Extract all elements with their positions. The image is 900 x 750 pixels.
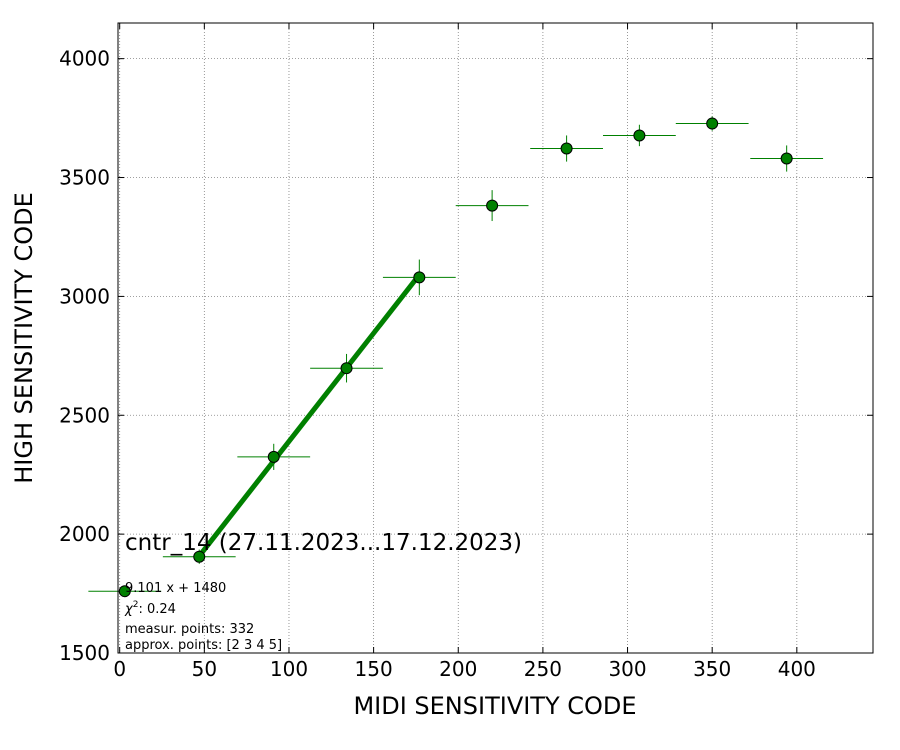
y-tick-label: 2000	[59, 522, 110, 546]
plot-background	[118, 23, 873, 653]
x-tick-label: 150	[355, 657, 393, 681]
data-point	[633, 129, 646, 142]
data-point	[560, 142, 573, 155]
data-point	[118, 585, 131, 598]
x-tick-label: 50	[192, 657, 217, 681]
x-tick-label: 250	[524, 657, 562, 681]
measur-points-text: measur. points: 332	[125, 622, 254, 637]
y-tick-label: 2500	[59, 403, 110, 427]
plot-frame	[117, 22, 874, 654]
x-tick-label: 0	[113, 657, 126, 681]
grid	[118, 23, 873, 654]
data-point	[267, 450, 280, 463]
approx-points-text: approx. points: [2 3 4 5]	[125, 638, 282, 653]
axis-ticks	[118, 23, 873, 654]
data-point	[340, 362, 353, 375]
x-tick-labels: 0 50 100 150 200 250 300 350 400	[113, 657, 816, 681]
x-tick-label: 200	[439, 657, 477, 681]
y-tick-label: 4000	[59, 47, 110, 71]
y-tick-labels: 1500 2000 2500 3000 3500 4000	[59, 47, 110, 665]
x-axis-title: MIDI SENSITIVITY CODE	[353, 692, 636, 720]
x-tick-label: 350	[693, 657, 731, 681]
fit-line-group	[197, 273, 422, 558]
data-point	[706, 117, 719, 130]
data-point	[193, 550, 206, 563]
chi2-value: : 0.24	[138, 602, 175, 617]
y-tick-label: 1500	[59, 641, 110, 665]
data-point	[413, 271, 426, 284]
x-tick-label: 300	[608, 657, 646, 681]
data-point	[486, 199, 499, 212]
y-tick-label: 3000	[59, 284, 110, 308]
y-tick-label: 3500	[59, 166, 110, 190]
data-point	[780, 152, 793, 165]
series-label: cntr_14 (27.11.2023...17.12.2023)	[125, 530, 522, 556]
chi2-superscript: 2	[133, 600, 139, 610]
chi2-symbol: χ	[124, 602, 134, 617]
chi2-text: χ2: 0.24	[124, 600, 176, 617]
y-axis-title: HIGH SENSITIVITY CODE	[10, 192, 38, 484]
data-points	[118, 117, 793, 598]
fit-equation: 9.101 x + 1480	[125, 581, 226, 596]
x-tick-label: 400	[778, 657, 816, 681]
fit-line	[197, 273, 422, 558]
x-tick-label: 100	[270, 657, 308, 681]
